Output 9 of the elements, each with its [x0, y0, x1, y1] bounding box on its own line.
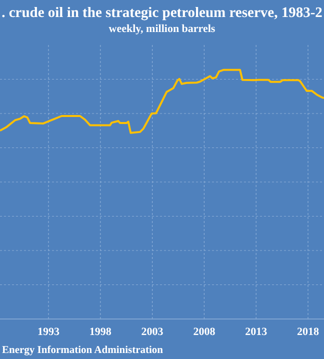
- x-tick-label: 2008: [193, 326, 216, 338]
- chart-title: . crude oil in the strategic petroleum reserve, 1983-2: [2, 5, 322, 21]
- x-tick-label: 1993: [37, 326, 60, 338]
- x-tick-label: 1998: [89, 326, 112, 338]
- chart-subtitle: weekly, million barrels: [108, 23, 216, 35]
- x-tick-label: 2013: [245, 326, 268, 338]
- x-tick-label: 2018: [297, 326, 320, 338]
- text: Energy Information Administration: [2, 345, 164, 356]
- x-tick-label: 2003: [141, 326, 164, 338]
